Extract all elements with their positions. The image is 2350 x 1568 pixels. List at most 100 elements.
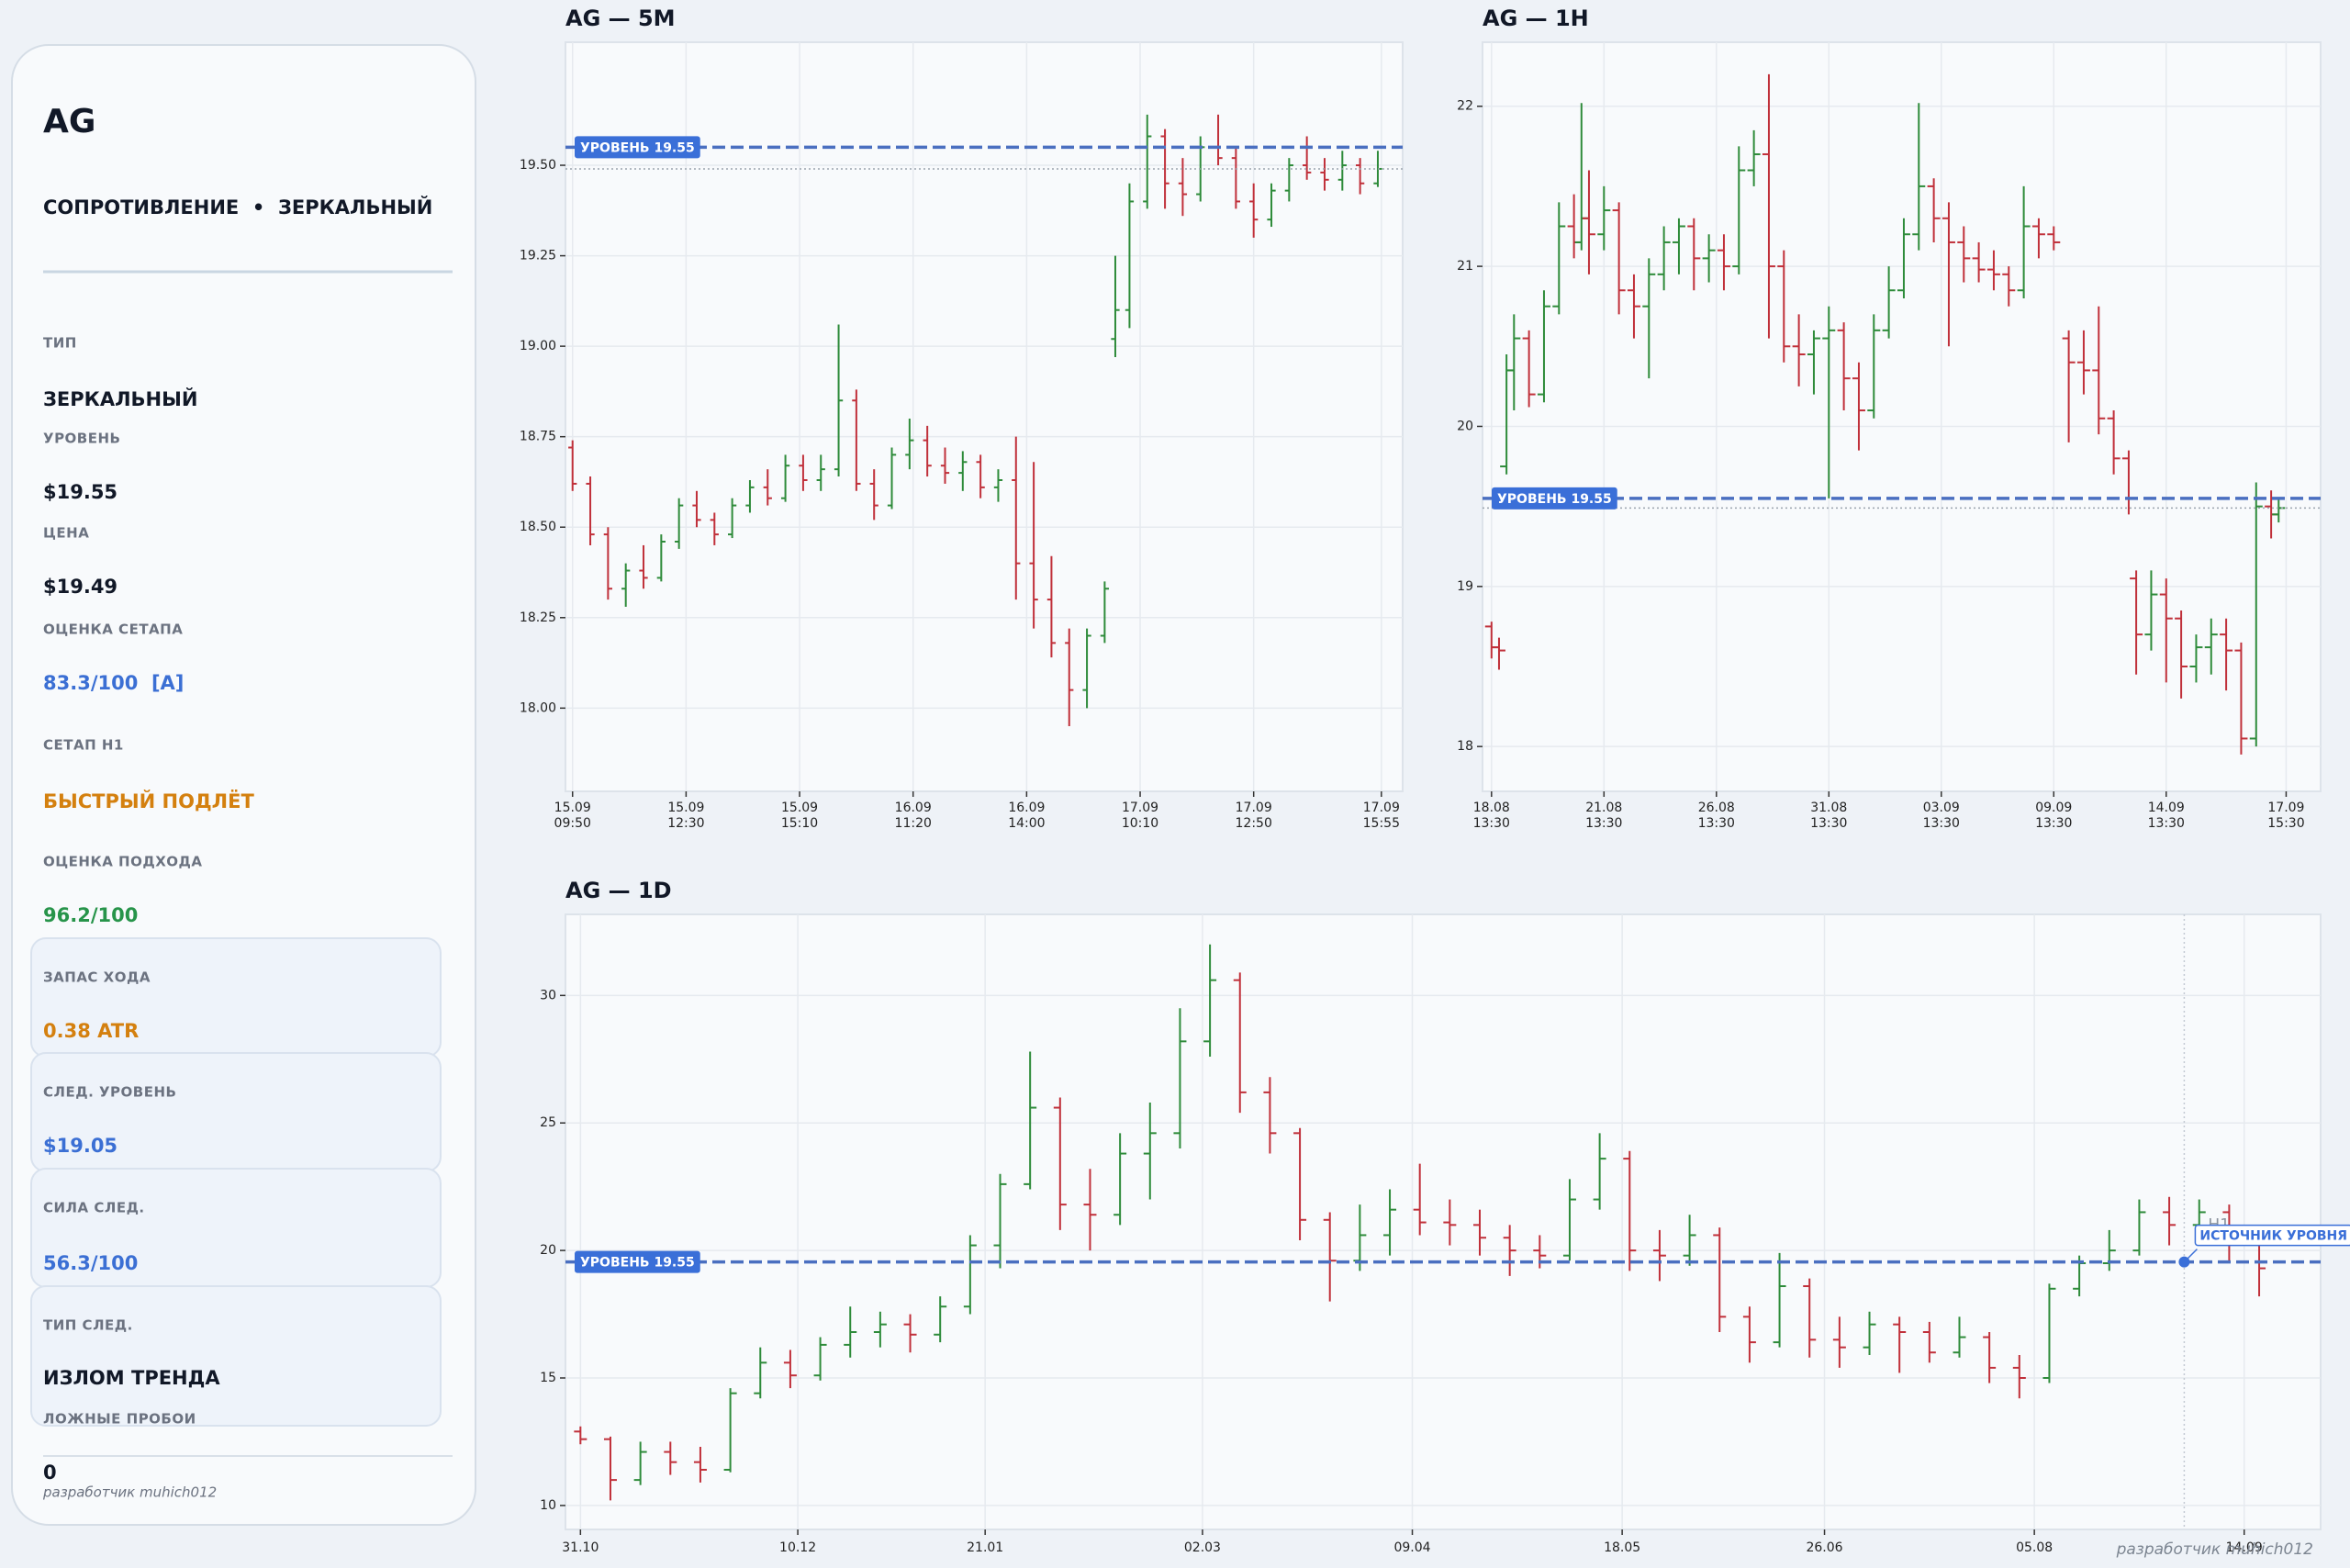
- field-value: 0.38 ATR: [43, 1020, 139, 1042]
- source-box: [2194, 1224, 2350, 1247]
- x-tick-label: 13:30: [1698, 816, 1735, 831]
- plot-area: [565, 913, 2322, 1530]
- field-value: 56.3/100: [43, 1252, 138, 1274]
- field-card: [30, 1285, 442, 1427]
- field-label: ОЦЕНКА ПОДХОДА: [43, 854, 203, 870]
- level-label: УРОВЕНЬ 19.55: [580, 1256, 695, 1271]
- level-label-box: [575, 1250, 700, 1273]
- y-tick-label: 20: [1457, 419, 1473, 433]
- field-value: 96.2/100: [43, 904, 138, 926]
- x-tick-label: 14.09: [2226, 1540, 2263, 1555]
- x-tick-label: 15:55: [1363, 816, 1400, 831]
- source-label: ИСТОЧНИК УРОВНЯ: [2199, 1229, 2347, 1244]
- watermark: разработчик muhich012: [2116, 1540, 2313, 1559]
- level-label-box: [575, 136, 700, 159]
- x-tick-label: 15.09: [554, 801, 591, 815]
- field-label: УРОВЕНЬ: [43, 431, 120, 447]
- x-tick-label: 15:30: [2267, 816, 2304, 831]
- y-tick-label: 18.75: [520, 430, 556, 444]
- chart-title: AG — 5M: [565, 6, 676, 31]
- x-tick-label: 03.09: [1923, 801, 1960, 815]
- y-tick-label: 22: [1457, 99, 1473, 114]
- x-tick-label: 14.09: [2148, 801, 2185, 815]
- field-value: $19.55: [43, 481, 118, 503]
- x-tick-label: 10:10: [1122, 816, 1158, 831]
- y-tick-label: 30: [540, 988, 556, 1002]
- field-label: ЛОЖНЫЕ ПРОБОИ: [43, 1411, 196, 1428]
- y-tick-label: 25: [540, 1115, 556, 1130]
- level-label: УРОВЕНЬ 19.55: [1497, 492, 1612, 507]
- x-tick-label: 16.09: [1008, 801, 1045, 815]
- x-tick-label: 31.10: [562, 1540, 599, 1555]
- x-tick-label: 13:30: [1810, 816, 1847, 831]
- subtitle: СОПРОТИВЛЕНИЕ • ЗЕРКАЛЬНЫЙ: [43, 196, 432, 218]
- y-tick-label: 19.50: [520, 158, 556, 173]
- field-label: ОЦЕНКА СЕТАПА: [43, 622, 183, 638]
- symbol: AG: [43, 103, 95, 140]
- x-tick-label: 02.03: [1184, 1540, 1221, 1555]
- field-label: СЕТАП H1: [43, 737, 124, 754]
- x-tick-label: 21.08: [1585, 801, 1622, 815]
- x-tick-label: 26.08: [1698, 801, 1735, 815]
- x-tick-label: 13:30: [1473, 816, 1510, 831]
- x-tick-label: 13:30: [1923, 816, 1960, 831]
- y-tick-label: 18.25: [520, 610, 556, 625]
- x-tick-label: 12:50: [1236, 816, 1272, 831]
- field-value: ИЗЛОМ ТРЕНДА: [43, 1367, 220, 1389]
- cards: [30, 937, 442, 1427]
- y-tick-label: 10: [540, 1498, 556, 1513]
- x-tick-label: 18.08: [1473, 801, 1510, 815]
- x-tick-label: 16.09: [895, 801, 932, 815]
- x-tick-label: 18.05: [1604, 1540, 1640, 1555]
- level-label: УРОВЕНЬ 19.55: [580, 140, 695, 155]
- x-tick-label: 21.01: [967, 1540, 1003, 1555]
- x-tick-label: 31.08: [1810, 801, 1847, 815]
- chart-title: AG — 1D: [565, 878, 672, 903]
- field-label: ЗАПАС ХОДА: [43, 969, 151, 986]
- y-tick-label: 19.25: [520, 249, 556, 263]
- x-tick-label: 17.09: [1122, 801, 1158, 815]
- x-tick-label: 15.09: [781, 801, 818, 815]
- level-label-box: [1492, 487, 1617, 510]
- y-tick-label: 21: [1457, 259, 1473, 274]
- y-tick-label: 20: [540, 1243, 556, 1258]
- field-value: ЗЕРКАЛЬНЫЙ: [43, 387, 197, 410]
- field-value: 83.3/100 [A]: [43, 672, 184, 694]
- x-tick-label: 05.08: [2016, 1540, 2053, 1555]
- x-tick-label: 09.04: [1393, 1540, 1430, 1555]
- field-label: СИЛА СЛЕД.: [43, 1200, 145, 1216]
- field-value: $19.05: [43, 1135, 118, 1157]
- plot-area: [1482, 41, 2322, 792]
- y-tick-label: 15: [540, 1371, 556, 1385]
- x-tick-label: 13:30: [1585, 816, 1622, 831]
- plot-area: [565, 41, 1404, 792]
- chart-title: AG — 1H: [1483, 6, 1589, 31]
- x-tick-label: 15.09: [667, 801, 704, 815]
- x-tick-label: 17.09: [2267, 801, 2304, 815]
- y-tick-label: 19: [1457, 579, 1473, 594]
- x-tick-label: 17.09: [1363, 801, 1400, 815]
- x-tick-label: 09:50: [554, 816, 591, 831]
- x-tick-label: 26.06: [1806, 1540, 1842, 1555]
- x-tick-label: 15:10: [781, 816, 818, 831]
- field-label: ТИП СЛЕД.: [43, 1317, 133, 1334]
- x-tick-label: 12:30: [667, 816, 704, 831]
- y-tick-label: 19.00: [520, 339, 556, 353]
- x-tick-label: 13:30: [2035, 816, 2072, 831]
- field-value: 0: [43, 1462, 57, 1484]
- x-tick-label: 09.09: [2035, 801, 2072, 815]
- field-label: ТИП: [43, 335, 77, 352]
- field-label: ЦЕНА: [43, 525, 89, 542]
- source-marker: [2178, 1256, 2190, 1268]
- x-tick-label: 14:00: [1008, 816, 1045, 831]
- y-tick-label: 18.50: [520, 520, 556, 534]
- x-tick-label: 11:20: [895, 816, 932, 831]
- field-value: БЫСТРЫЙ ПОДЛЁТ: [43, 790, 254, 812]
- field-label: СЛЕД. УРОВЕНЬ: [43, 1084, 176, 1101]
- x-tick-label: 17.09: [1236, 801, 1272, 815]
- footer: разработчик muhich012: [42, 1484, 217, 1501]
- x-tick-label: 13:30: [2148, 816, 2185, 831]
- y-tick-label: 18.00: [520, 700, 556, 715]
- y-tick-label: 18: [1457, 739, 1473, 754]
